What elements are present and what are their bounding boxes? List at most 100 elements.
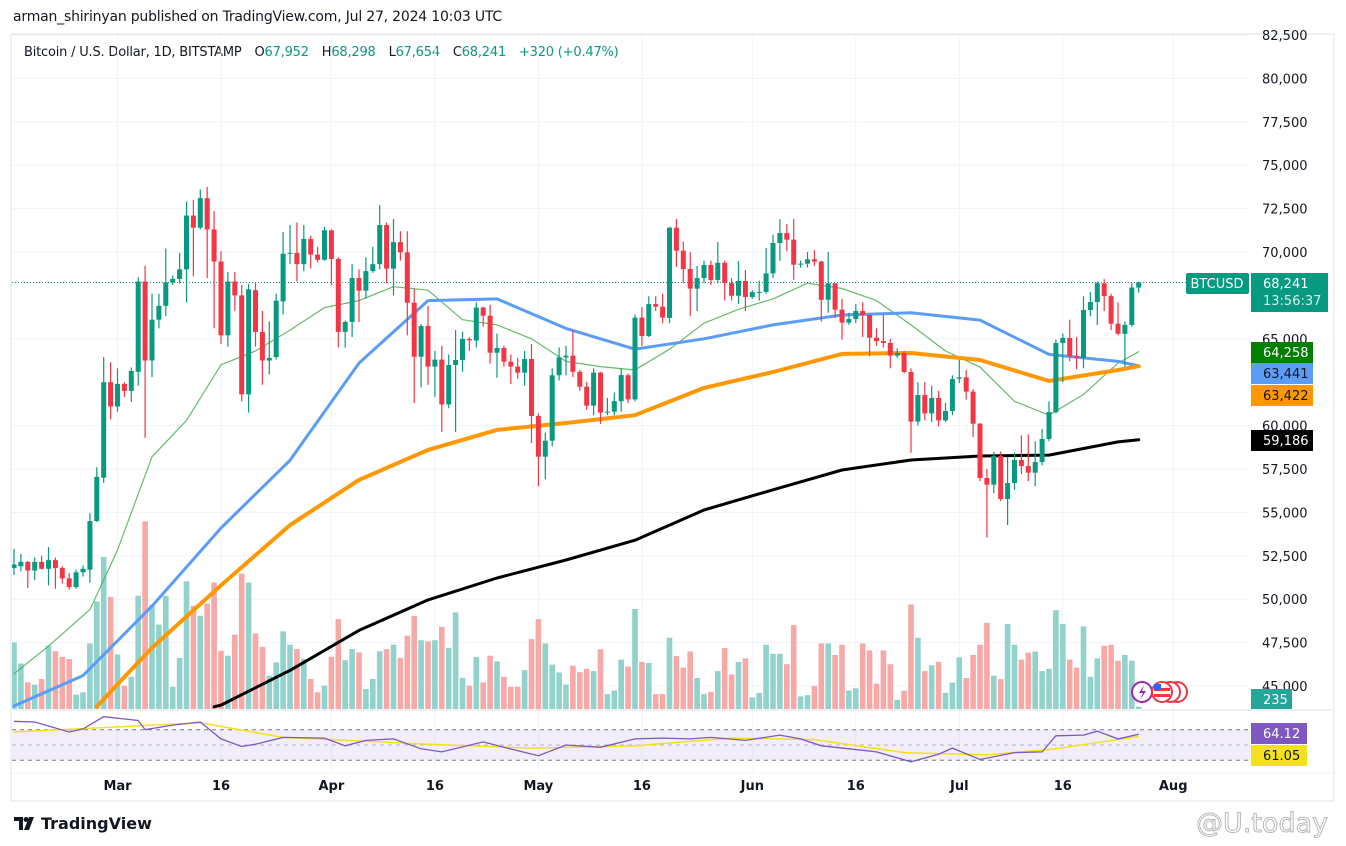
volume-bar <box>1087 676 1094 709</box>
candle-down <box>901 353 907 372</box>
volume-bar <box>1018 659 1025 709</box>
volume-bar <box>949 682 956 709</box>
volume-bar <box>804 695 811 709</box>
candle-up <box>770 242 776 274</box>
candles <box>12 186 1142 590</box>
volume-bar <box>149 604 155 709</box>
volume-bar <box>887 664 894 709</box>
candle-up <box>1005 483 1011 500</box>
volume-bar <box>535 619 542 709</box>
ma-blue-value: 63,441 <box>1263 367 1309 382</box>
moving-average-line <box>13 282 1140 675</box>
rsi-pane[interactable] <box>12 716 1250 763</box>
us-flag-icon[interactable] <box>1151 681 1173 703</box>
candle-down <box>315 254 321 260</box>
candle-down <box>356 278 362 291</box>
volume-bar <box>514 686 521 709</box>
candle-up <box>756 291 762 293</box>
price-tick-label: 55,000 <box>1262 506 1308 521</box>
candle-up <box>46 560 51 569</box>
rsi-value: 64.12 <box>1263 727 1300 742</box>
volume-bar <box>735 661 742 709</box>
volume-bar <box>577 672 583 709</box>
ma-green-value: 64,258 <box>1263 346 1309 361</box>
volume-bar <box>494 661 500 709</box>
symbol-title[interactable]: Bitcoin / U.S. Dollar, 1D, BITSTAMP <box>24 45 242 60</box>
candle-down <box>211 229 217 262</box>
volume-bar <box>797 696 804 709</box>
volume-bar <box>432 640 438 709</box>
candle-up <box>1087 301 1093 310</box>
volume-bar <box>1101 645 1107 709</box>
time-tick-label: May <box>524 779 554 794</box>
price-tick-label: 52,500 <box>1262 550 1308 565</box>
candle-up <box>473 307 479 341</box>
volume-bar <box>528 639 535 709</box>
candle-up <box>1032 462 1038 473</box>
candle-up <box>432 359 438 367</box>
candle-up <box>591 372 597 406</box>
candle-down <box>722 262 728 284</box>
volume-bar <box>915 637 921 709</box>
volume-bar <box>901 690 907 709</box>
candle-down <box>784 233 790 240</box>
volume-bar <box>977 644 983 709</box>
close-value: 68,241 <box>461 45 507 60</box>
volume-bar <box>659 694 666 709</box>
volume-bar <box>197 615 204 709</box>
volume-bar <box>307 679 314 709</box>
candle-up <box>522 358 528 373</box>
candle-down <box>529 358 534 417</box>
volume-bar <box>646 663 652 709</box>
price-axis[interactable]: 82,50080,00077,50075,00072,50070,00065,0… <box>1262 29 1308 695</box>
candle-down <box>1115 323 1121 334</box>
volume-bar <box>273 662 279 709</box>
candle-up <box>542 440 548 457</box>
volume-bar <box>12 642 17 709</box>
volume-bar <box>25 682 31 709</box>
candle-up <box>949 379 955 412</box>
candle-down <box>880 341 886 343</box>
candle-up <box>846 319 852 323</box>
price-tick-label: 82,500 <box>1262 29 1308 44</box>
volume-bar <box>232 634 238 709</box>
volume-bar <box>632 609 638 709</box>
price-tick-label: 57,500 <box>1262 463 1308 478</box>
candle-up <box>1046 412 1052 439</box>
candle-up <box>149 319 155 361</box>
candle-down <box>39 561 45 569</box>
volume-bar <box>963 678 969 709</box>
candle-up <box>701 265 707 279</box>
event-icons[interactable] <box>1131 681 1188 703</box>
candle-down <box>653 304 659 307</box>
volume-bar <box>404 635 411 709</box>
volume-bar <box>501 676 507 709</box>
volume-bar <box>1011 644 1018 709</box>
volume-bar <box>715 671 721 709</box>
tradingview-logo-icon <box>14 817 34 830</box>
candle-up <box>736 280 741 296</box>
candle-up <box>246 289 252 395</box>
volume-bar <box>1115 660 1121 709</box>
candle-down <box>584 386 590 406</box>
volume-bar <box>673 656 680 709</box>
ma-black-badge: 59,186 <box>1251 430 1313 451</box>
candle-down <box>977 423 983 479</box>
candle-down <box>1018 459 1024 467</box>
candle-up <box>370 264 376 272</box>
candle-up <box>460 338 465 360</box>
candle-down <box>480 307 486 316</box>
volume-bar <box>1046 668 1052 709</box>
candle-up <box>115 383 120 407</box>
volume-bar <box>832 655 838 709</box>
volume-bar <box>777 653 783 709</box>
time-tick-label: Apr <box>319 779 345 794</box>
volume-bar <box>376 651 383 709</box>
candle-down <box>411 302 417 357</box>
volume-bar <box>294 649 300 709</box>
candle-up <box>94 476 100 522</box>
time-axis[interactable]: Mar 16 Apr 16 May 16 Jun 16 Jul 16 Aug <box>103 779 1187 794</box>
volume-bar <box>287 644 293 709</box>
tradingview-logo[interactable]: TradingView <box>14 814 152 833</box>
